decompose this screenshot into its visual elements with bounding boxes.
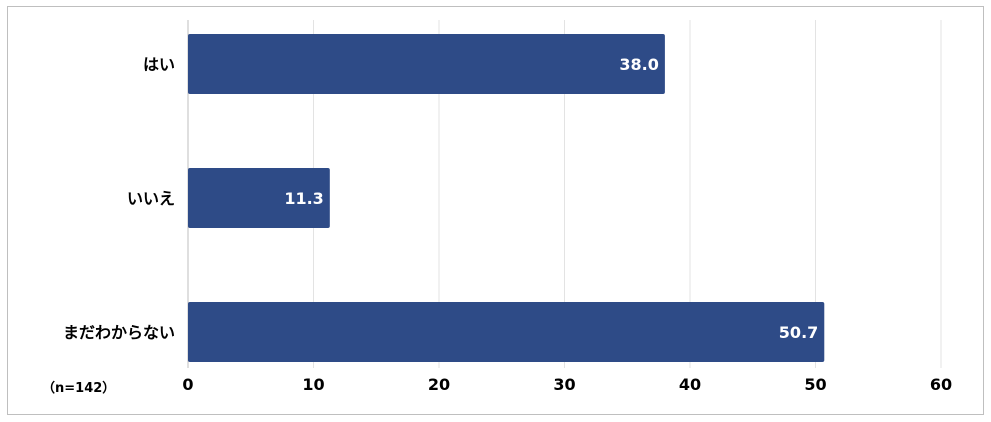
x-tick-60: 60: [930, 375, 952, 394]
x-tick-30: 30: [553, 375, 575, 394]
x-tick-10: 10: [302, 375, 324, 394]
bar-0: [188, 34, 665, 94]
sample-size-note: （n=142）: [42, 380, 115, 396]
x-tick-40: 40: [679, 375, 701, 394]
bars: 38.0 11.3 50.7: [188, 34, 825, 362]
bar-1: [188, 168, 330, 228]
category-label-0: はい: [143, 55, 175, 74]
x-tick-20: 20: [428, 375, 450, 394]
category-label-2: まだわからない: [63, 323, 175, 342]
bar-2: [188, 302, 825, 362]
x-tick-0: 0: [182, 375, 193, 394]
x-tick-labels: 0 10 20 30 40 50 60: [182, 375, 952, 394]
data-label-0: 38.0: [619, 55, 658, 74]
category-label-1: いいえ: [127, 189, 175, 208]
data-label-1: 11.3: [284, 189, 323, 208]
data-label-2: 50.7: [779, 323, 818, 342]
x-tick-50: 50: [804, 375, 826, 394]
